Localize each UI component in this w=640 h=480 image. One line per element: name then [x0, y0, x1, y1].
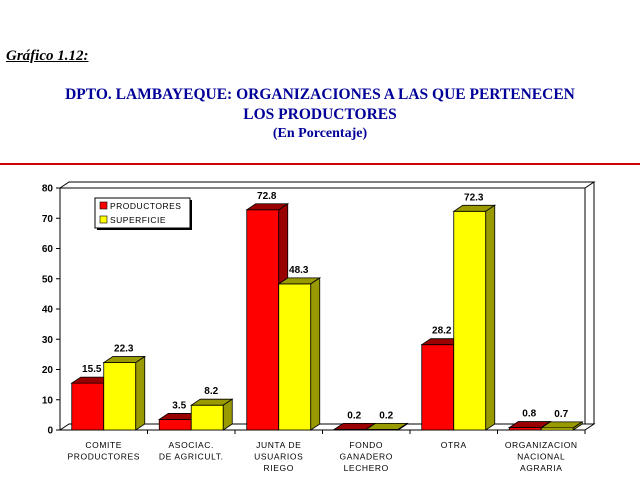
bar-superficie	[190, 404, 224, 431]
data-label: 3.5	[172, 400, 186, 411]
plot-top-edge	[58, 181, 596, 189]
figure-label: Gráfico 1.12:	[6, 48, 89, 64]
data-label: 28.2	[432, 326, 452, 337]
data-label: 0.2	[347, 410, 361, 421]
chart-subtitle: (En Porcentaje)	[272, 126, 368, 141]
x-category-label: LECHERO	[344, 463, 389, 473]
legend-label-superficie: SUPERFICIE	[110, 215, 166, 225]
x-category-label: GANADERO	[340, 452, 393, 462]
x-category-label: USUARIOS	[254, 452, 303, 462]
bar-side-superficie	[222, 398, 233, 431]
y-tick-label: 70	[42, 214, 54, 225]
bar-side-superficie	[310, 277, 321, 431]
bar-superficie	[103, 362, 137, 431]
data-label: 72.3	[464, 192, 484, 203]
bar-side-superficie	[135, 355, 146, 431]
data-label: 22.3	[114, 344, 134, 355]
x-category-label: AGRARIA	[520, 463, 562, 473]
y-tick-label: 10	[42, 395, 54, 406]
bar-productores	[71, 382, 105, 431]
divider-rule	[0, 163, 640, 165]
data-label: 0.8	[522, 409, 536, 420]
y-tick-label: 40	[42, 305, 54, 316]
y-tick-label: 50	[42, 274, 54, 285]
legend-swatch-productores	[99, 201, 108, 210]
x-category-label: RIEGO	[264, 463, 294, 473]
x-category-label: NACIONAL	[517, 452, 565, 462]
x-category-label: PRODUCTORES	[67, 452, 140, 462]
bar-productores	[421, 344, 455, 431]
bar-superficie	[453, 210, 487, 431]
chart-title-line-2: LOS PRODUCTORES	[243, 106, 397, 123]
legend-box	[94, 197, 191, 229]
bar-side-superficie	[485, 204, 496, 431]
x-category-label: ORGANIZACION	[505, 440, 578, 450]
x-category-label: FONDO	[349, 440, 383, 450]
data-label: 15.5	[82, 364, 102, 375]
y-tick-label: 60	[42, 244, 54, 255]
x-category-label: ASOCIAC.	[169, 440, 214, 450]
data-label: 48.3	[289, 265, 309, 276]
y-tick-label: 30	[42, 335, 54, 346]
x-category-label: DE AGRICULT.	[159, 452, 224, 462]
legend-swatch-superficie	[99, 215, 108, 224]
data-label: 0.2	[379, 410, 393, 421]
data-label: 0.7	[554, 409, 568, 420]
bar-side-superficie	[572, 421, 583, 431]
bar-productores	[158, 419, 192, 431]
x-category-label: OTRA	[441, 440, 467, 450]
x-category-label: COMITE	[85, 440, 122, 450]
y-tick-label: 80	[42, 184, 54, 195]
bar-side-superficie	[397, 422, 408, 431]
data-label: 72.8	[257, 191, 277, 202]
data-label: 8.2	[204, 386, 218, 397]
bar-superficie	[278, 283, 312, 431]
x-category-label: JUNTA DE	[256, 440, 301, 450]
chart-title-line-1: DPTO. LAMBAYEQUE: ORGANIZACIONES A LAS Q…	[65, 86, 575, 103]
legend-label-productores: PRODUCTORES	[110, 201, 181, 211]
y-tick-label: 0	[47, 426, 53, 437]
y-tick-label: 20	[42, 365, 54, 376]
bar-productores	[246, 209, 280, 431]
